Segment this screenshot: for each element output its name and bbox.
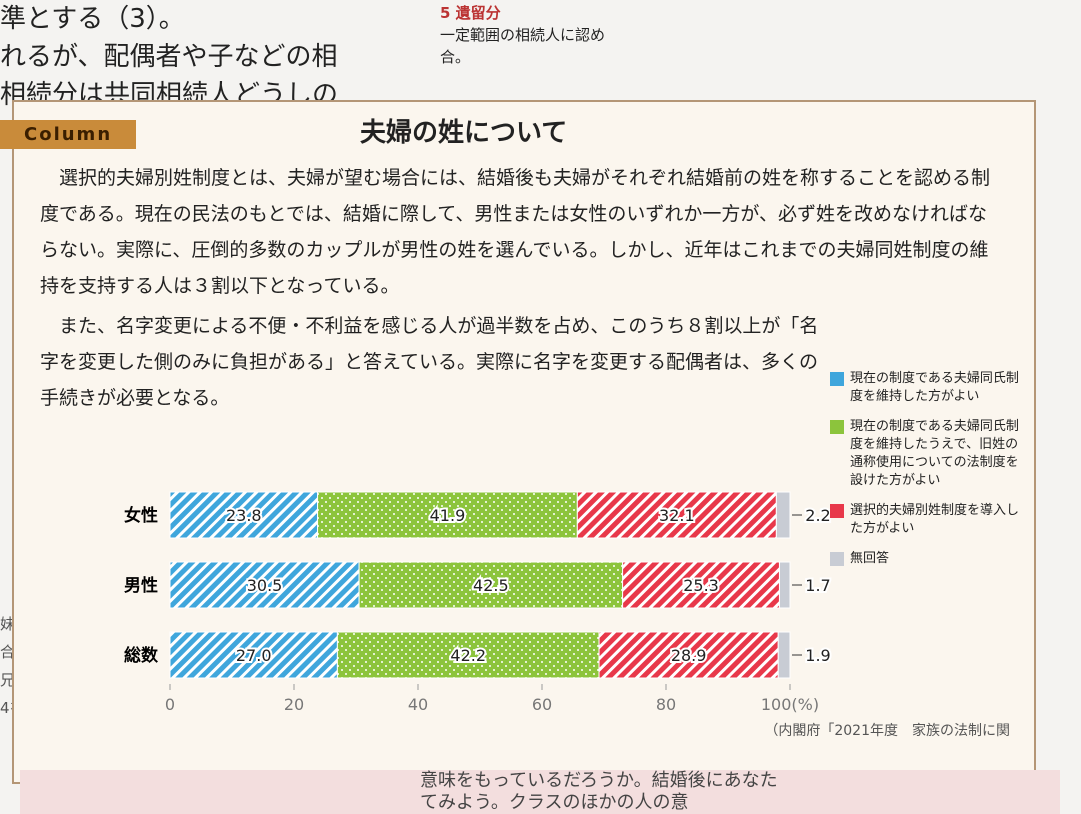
category-label: 男性 xyxy=(124,575,158,596)
text-line: 妹 xyxy=(0,615,16,633)
swatch-fill xyxy=(830,372,844,386)
legend-label: 選択的夫婦別姓制度を導入した方がよい xyxy=(850,503,1020,536)
value-label: 1.9 xyxy=(805,646,830,665)
legend-item: 現在の制度である夫婦同氏制度を維持したうえで、旧姓の通称使用についての法制度を設… xyxy=(830,418,1030,490)
top-right-note: 5 遺留分 一定範囲の相続人に認め 合。 xyxy=(440,2,605,68)
text-line: てみよう。クラスのほかの人の意 xyxy=(420,792,689,813)
category-label: 女性 xyxy=(124,505,158,526)
text-line: れるが、配偶者や子などの相 xyxy=(0,42,338,72)
x-tick-label: 40 xyxy=(408,695,428,714)
note-heading: 5 遺留分 xyxy=(440,4,501,22)
bar-segment xyxy=(169,491,319,539)
value-label: 1.7 xyxy=(805,576,830,595)
bar-segment xyxy=(358,561,624,609)
legend: 現在の制度である夫婦同氏制度を維持した方がよい現在の制度である夫婦同氏制度を維持… xyxy=(830,370,1030,580)
note-line: 合。 xyxy=(440,48,471,66)
legend-swatch xyxy=(830,372,844,386)
bar-segment xyxy=(169,631,338,679)
bar-segment xyxy=(777,631,791,679)
bar-segment xyxy=(775,491,791,539)
swatch-fill xyxy=(830,552,844,566)
value-label: 42.5 xyxy=(473,576,509,595)
column-title: 夫婦の姓について xyxy=(360,118,568,148)
legend-label: 現在の制度である夫婦同氏制度を維持したうえで、旧姓の通称使用についての法制度を設… xyxy=(850,419,1019,488)
legend-item: 選択的夫婦別姓制度を導入した方がよい xyxy=(830,502,1030,538)
value-label: 25.3 xyxy=(683,576,719,595)
value-label: 41.9 xyxy=(430,506,466,525)
value-label: 30.5 xyxy=(247,576,283,595)
legend-item: 無回答 xyxy=(830,550,1030,568)
bar-segment xyxy=(622,561,780,609)
text-line: 準とする（3）。 xyxy=(0,4,185,34)
x-tick-label: 100(%) xyxy=(761,695,819,714)
paragraph: 選択的夫婦別姓制度とは、夫婦が望む場合には、結婚後も夫婦がそれぞれ結婚前の姓を称… xyxy=(40,167,991,297)
bar-segment xyxy=(576,491,777,539)
bottom-text: 意味をもっているだろうか。結婚後にあなた てみよう。クラスのほかの人の意 xyxy=(20,770,1060,814)
legend-swatch xyxy=(830,552,844,566)
value-label: 2.2 xyxy=(805,506,830,525)
legend-swatch xyxy=(830,504,844,518)
x-tick-label: 0 xyxy=(165,695,175,714)
x-tick-label: 60 xyxy=(532,695,552,714)
text-line: 兄 xyxy=(0,671,16,689)
source: （内閣府「2021年度 家族の法制に関 xyxy=(764,722,1010,739)
x-tick-label: 20 xyxy=(284,695,304,714)
bar-segment xyxy=(336,631,600,679)
swatch-fill xyxy=(830,420,844,434)
paragraph: また、名字変更による不便・不利益を感じる人が過半数を占め、このうち８割以上が「名… xyxy=(40,315,819,409)
swatch-fill xyxy=(830,504,844,518)
bar-segment xyxy=(778,561,791,609)
value-label: 27.0 xyxy=(236,646,272,665)
legend-label: 現在の制度である夫婦同氏制度を維持した方がよい xyxy=(850,371,1019,404)
legend-label: 無回答 xyxy=(850,551,890,566)
bar-segment xyxy=(317,491,578,539)
value-label: 28.9 xyxy=(671,646,707,665)
category-label: 総数 xyxy=(124,645,159,666)
legend-item: 現在の制度である夫婦同氏制度を維持した方がよい xyxy=(830,370,1030,406)
bar-segment xyxy=(169,561,360,609)
column-label: Column xyxy=(0,120,137,149)
note-line: 一定範囲の相続人に認め xyxy=(440,26,606,44)
value-label: 32.1 xyxy=(659,506,695,525)
bar-segment xyxy=(598,631,779,679)
x-tick-label: 80 xyxy=(656,695,676,714)
text-line: 意味をもっているだろうか。結婚後にあなた xyxy=(420,770,778,791)
legend-swatch xyxy=(830,420,844,434)
value-label: 42.2 xyxy=(450,646,486,665)
value-label: 23.8 xyxy=(226,506,262,525)
